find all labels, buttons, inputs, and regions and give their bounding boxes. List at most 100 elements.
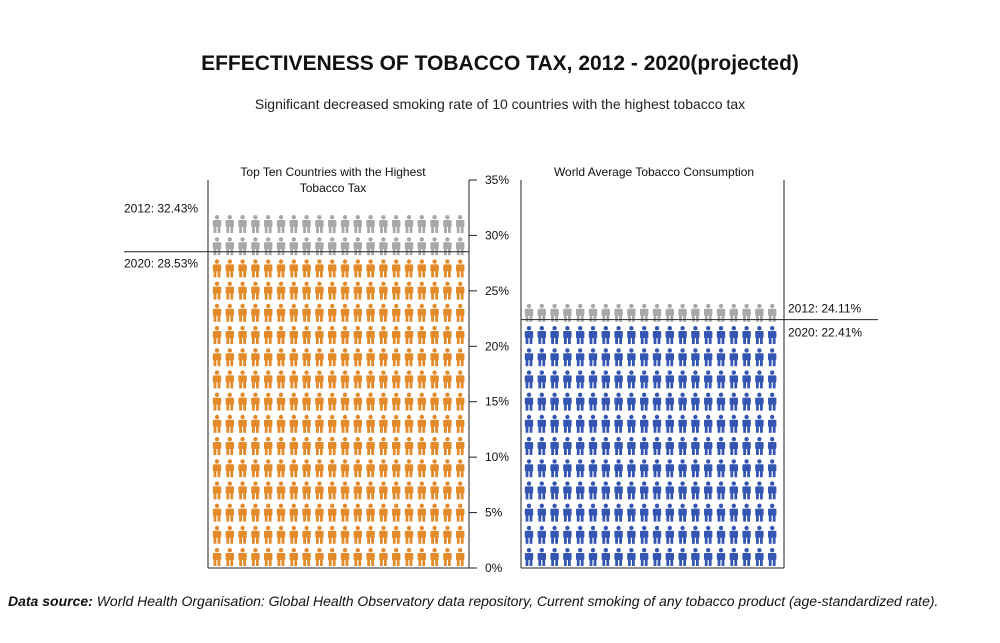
person-icon: [212, 437, 222, 455]
person-icon: [417, 370, 426, 389]
person-icon: [678, 481, 687, 500]
person-icon: [563, 459, 572, 478]
person-icon: [742, 326, 751, 344]
person-icon: [588, 437, 598, 455]
person-icon: [678, 370, 687, 389]
person-icon: [768, 481, 777, 500]
person-icon: [404, 525, 414, 544]
person-icon: [678, 503, 687, 522]
person-icon: [716, 370, 726, 389]
person-icon: [665, 348, 674, 367]
person-icon: [678, 326, 687, 344]
person-icon: [755, 326, 764, 344]
person-icon: [276, 281, 286, 300]
person-icon: [614, 503, 623, 522]
person-icon: [665, 392, 674, 411]
person-icon: [302, 392, 311, 411]
person-icon: [550, 437, 559, 455]
person-icon: [755, 503, 764, 522]
person-icon: [537, 481, 546, 500]
person-icon: [601, 548, 610, 566]
person-icon: [328, 215, 337, 233]
person-icon: [392, 437, 401, 455]
person-icon: [404, 437, 414, 455]
person-icon: [430, 259, 439, 278]
person-icon: [704, 459, 713, 478]
person-icon: [430, 370, 439, 389]
person-icon: [443, 459, 452, 478]
person-icon: [315, 370, 324, 389]
person-icon: [340, 370, 350, 389]
person-icon: [768, 370, 777, 389]
person-icon: [755, 414, 764, 433]
person-icon: [340, 525, 350, 544]
person-icon: [742, 459, 751, 478]
person-icon: [742, 414, 751, 433]
person-icon: [755, 459, 764, 478]
person-icon: [276, 437, 286, 455]
person-icon: [704, 414, 713, 433]
person-icon: [563, 414, 572, 433]
person-icon: [430, 303, 439, 322]
person-icon: [315, 348, 324, 367]
person-icon: [627, 303, 636, 322]
person-icon: [456, 348, 465, 367]
person-icon: [691, 348, 700, 367]
person-icon: [537, 414, 546, 433]
person-icon: [430, 459, 439, 478]
person-icon: [340, 481, 350, 500]
person-icon: [315, 548, 324, 566]
person-icon: [768, 348, 777, 367]
person-icon: [755, 548, 764, 566]
person-icon: [212, 259, 222, 278]
person-icon: [212, 348, 222, 367]
person-icon: [576, 437, 585, 455]
person-icon: [366, 259, 375, 278]
person-icon: [379, 414, 388, 433]
person-icon: [563, 503, 572, 522]
person-icon: [691, 414, 700, 433]
person-icon: [353, 481, 362, 500]
person-icon: [678, 437, 687, 455]
person-icon: [691, 503, 700, 522]
person-icon: [665, 481, 674, 500]
person-icon: [353, 392, 362, 411]
person-icon: [614, 326, 623, 344]
person-icon: [302, 525, 311, 544]
person-icon: [238, 392, 247, 411]
person-icon: [379, 437, 388, 455]
person-icon: [225, 237, 234, 256]
person-icon: [315, 481, 324, 500]
person-icon: [366, 414, 375, 433]
person-icon: [315, 326, 324, 344]
person-icon: [404, 370, 414, 389]
person-icon: [576, 503, 585, 522]
person-icon: [614, 348, 623, 367]
person-icon: [524, 525, 534, 544]
person-icon: [238, 259, 247, 278]
person-icon: [353, 437, 362, 455]
person-icon: [366, 525, 375, 544]
person-icon: [443, 215, 452, 233]
person-icon: [315, 437, 324, 455]
person-icon: [251, 303, 260, 322]
person-icon: [742, 525, 751, 544]
person-icon: [601, 414, 610, 433]
person-icon: [443, 392, 452, 411]
person-icon: [768, 414, 777, 433]
person-icon: [563, 525, 572, 544]
person-icon: [328, 503, 337, 522]
person-icon: [691, 303, 700, 322]
person-icon: [302, 303, 311, 322]
person-icon: [742, 481, 751, 500]
person-icon: [588, 548, 598, 566]
person-icon: [652, 481, 662, 500]
person-icon: [550, 414, 559, 433]
person-icon: [550, 303, 559, 322]
person-icon: [340, 414, 350, 433]
person-icon: [417, 548, 426, 566]
person-icon: [537, 437, 546, 455]
person-icon: [537, 303, 546, 322]
person-icon: [251, 392, 260, 411]
person-icon: [366, 392, 375, 411]
